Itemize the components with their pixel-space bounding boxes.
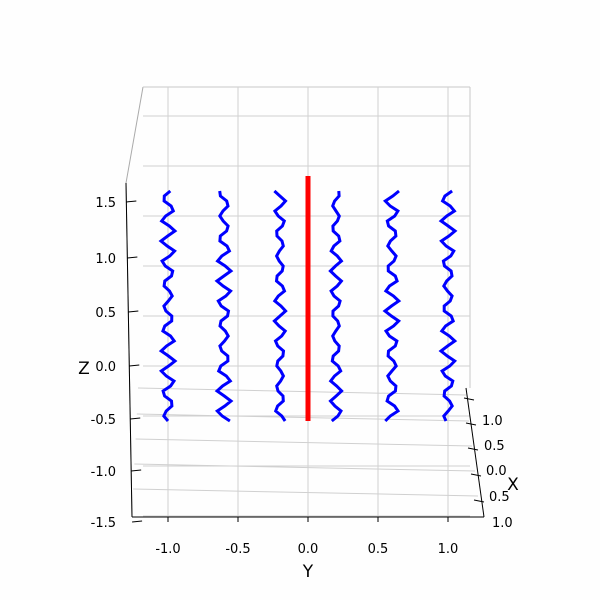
x-tick-label: 0.5 [484, 439, 505, 454]
axis-panes [125, 86, 471, 518]
x-floor-grid-line [133, 488, 479, 497]
blue-zigzag-line [382, 189, 402, 423]
x-axis-label: X [507, 475, 519, 495]
blue-zigzag-line [272, 189, 288, 422]
y-tick-label: 0.0 [298, 542, 319, 557]
x-tick-label: 1.0 [492, 516, 513, 531]
tick-labels: -1.0 -0.5 0.0 0.5 1.0 1.0 0.5 0.0 0.5 1.0 -1.5 -1.0… [91, 196, 513, 557]
z-axis-label: Z [78, 359, 90, 379]
x-floor-grid-line [136, 413, 470, 422]
z-tick-mark [127, 256, 138, 259]
z-tick-mark [132, 520, 143, 523]
blue-zigzag-line [214, 190, 234, 423]
x-floor-grid-line [137, 387, 467, 396]
y-tick-label: 0.5 [368, 542, 389, 557]
axis-lines [125, 182, 485, 518]
x-floor-grid-line [134, 463, 476, 472]
z-tick-label: 0.0 [95, 360, 116, 375]
z-tick-mark [126, 200, 137, 203]
z-tick-mark [128, 310, 139, 313]
z-axis-line [125, 182, 133, 518]
y-tick-label: -0.5 [225, 542, 250, 557]
x-tick-mark [473, 499, 485, 503]
z-tick-label: -0.5 [91, 413, 116, 428]
x-axis-line [465, 387, 485, 518]
x-tick-mark [467, 447, 479, 451]
blue-zigzag-line [438, 189, 458, 422]
z-tick-mark [130, 417, 141, 420]
z-tick-label: 0.5 [95, 306, 116, 321]
z-tick-mark [129, 364, 140, 367]
blue-zigzag-line [158, 189, 178, 422]
x-tick-label: 1.0 [482, 414, 503, 429]
y-axis-label: Y [302, 562, 314, 582]
x-tick-mark [463, 397, 475, 401]
z-tick-label: 1.5 [95, 196, 116, 211]
data-series [158, 176, 458, 423]
z-tick-label: -1.5 [91, 516, 116, 531]
z-tick-label: 1.0 [95, 252, 116, 267]
x-tick-mark [470, 473, 482, 477]
y-tick-label: -1.0 [155, 542, 180, 557]
x-tick-label: 0.5 [489, 490, 510, 505]
z-tick-mark [131, 469, 142, 472]
x-tick-label: 0.0 [486, 464, 507, 479]
blue-zigzag-line [328, 190, 344, 423]
x-tick-mark [465, 422, 477, 426]
y-tick-label: 1.0 [438, 542, 459, 557]
z-tick-label: -1.0 [91, 465, 116, 480]
x-floor-grid-line [135, 438, 473, 447]
